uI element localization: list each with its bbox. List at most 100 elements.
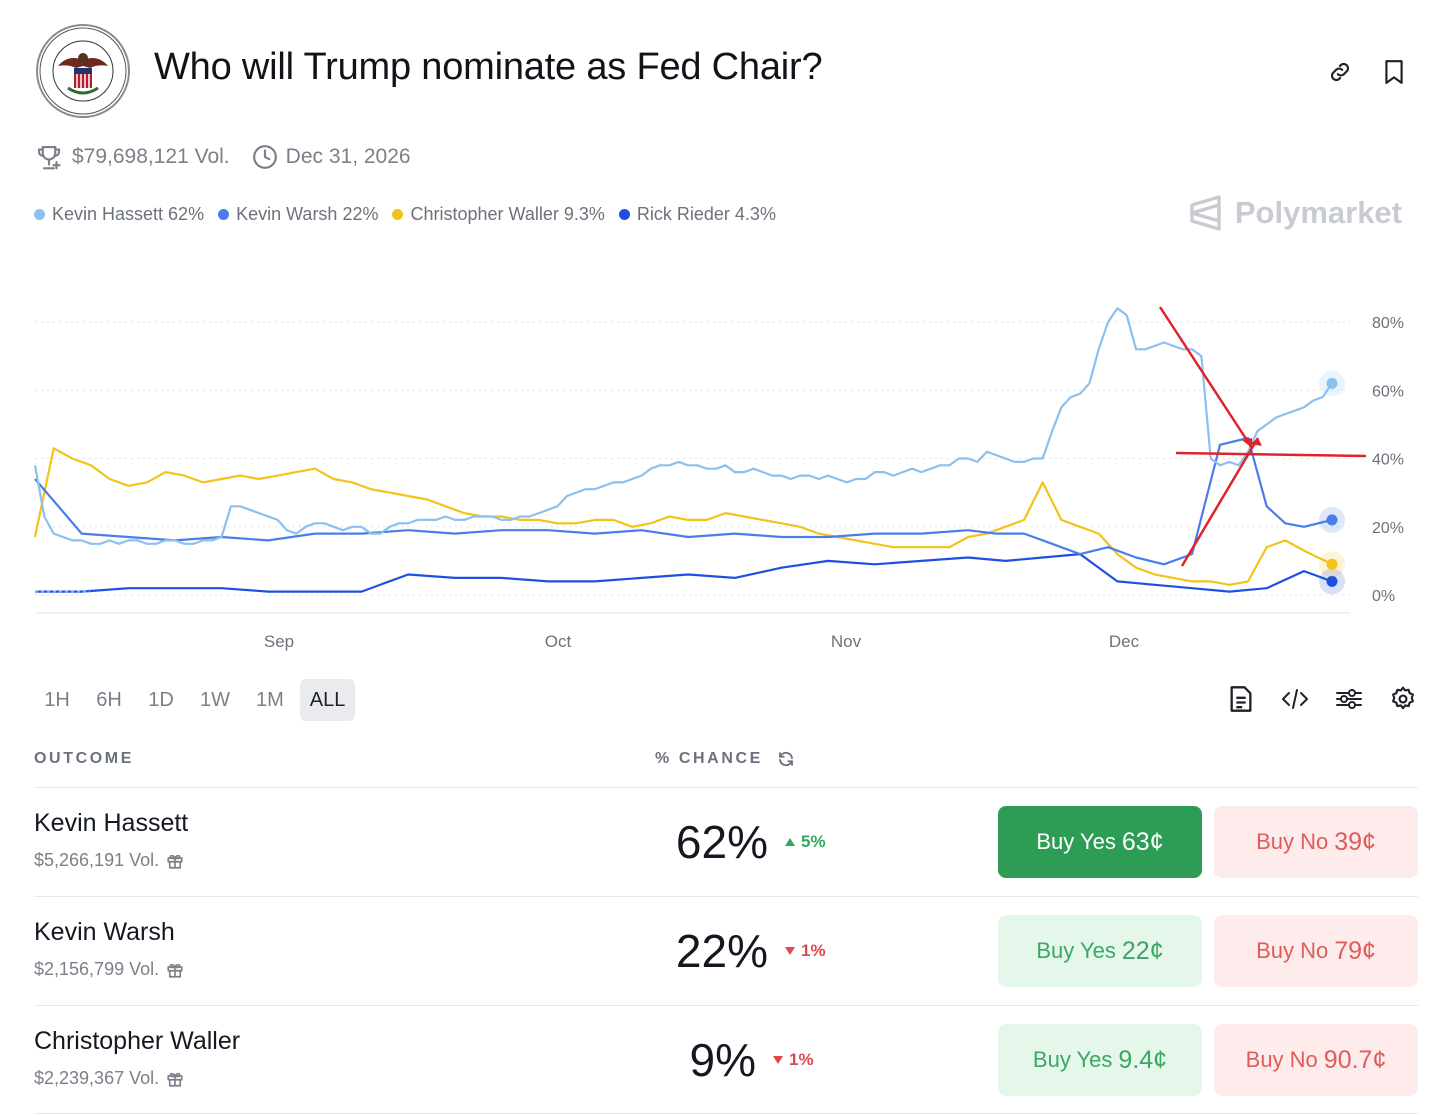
gift-icon [166,852,184,870]
legend-dot [618,209,630,220]
legend-label: Rick Rieder 4.3% [636,204,776,224]
buy-yes-price: 63¢ [1121,827,1164,856]
outcome-volume-text: $5,266,191 Vol. [34,850,160,870]
range-all[interactable]: ALL [299,679,356,721]
buy-yes-label: Buy Yes [1032,1047,1113,1072]
refresh-icon[interactable] [777,750,795,768]
series-line-christopher-waller [33,447,1333,586]
column-header-chance: % CHANCE [655,750,795,768]
chance-change-value: 1% [801,941,826,960]
gift-icon [166,961,184,979]
legend-dot [218,209,230,220]
y-tick-label: 0% [1372,588,1395,605]
range-1m[interactable]: 1M [256,688,284,711]
buy-no-button[interactable]: Buy No 79¢ [1214,915,1418,987]
time-range-selector: 1H 6H 1D 1W 1M ALL [34,679,356,721]
polymarket-watermark: Polymarket [1189,194,1402,232]
series-end-dot [1326,514,1338,526]
bookmark-icon[interactable] [1377,55,1411,89]
brand-name: Polymarket [1234,195,1402,230]
chart-legend: Kevin Hassett 62% Kevin Warsh 22% Christ… [34,204,776,225]
divider [34,787,1418,788]
buy-no-price: 39¢ [1334,827,1376,856]
annotation-line [1175,451,1367,458]
settings-gear-icon[interactable] [1386,680,1420,718]
triangle-down-icon [784,946,796,956]
clock-icon [252,144,278,170]
x-tick-label: Oct [545,632,572,651]
legend-label: Kevin Warsh 22% [236,204,379,224]
legend-dot [392,209,404,220]
trophy-icon [34,142,64,172]
buy-no-label: Buy No [1256,829,1329,854]
annotation-arrowhead [1250,438,1262,446]
buy-yes-button[interactable]: Buy Yes 22¢ [998,915,1202,987]
x-tick-label: Dec [1109,632,1140,651]
outcome-name: Kevin Warsh [34,918,175,946]
outcome-name: Kevin Hassett [34,809,189,837]
buy-yes-price: 22¢ [1121,936,1164,965]
legend-item: Kevin Hassett 62% [34,204,204,225]
buy-no-price: 79¢ [1334,936,1376,965]
outcome-chance: 62% [675,816,768,868]
range-1w[interactable]: 1W [200,688,230,711]
buy-yes-label: Buy Yes [1036,938,1116,963]
buy-no-button[interactable]: Buy No 39¢ [1214,806,1418,878]
rules-document-icon[interactable] [1224,680,1258,718]
table-row[interactable]: Christopher Waller $2,239,367 Vol. 9% 1% [0,1005,1444,1113]
buy-no-button[interactable]: Buy No 90.7¢ [1214,1024,1418,1096]
x-tick-label: Nov [831,632,862,651]
annotation-arrow [1158,306,1254,449]
buy-yes-button[interactable]: Buy Yes 63¢ [998,806,1202,878]
chance-change-value: 1% [789,1050,814,1069]
buy-yes-label: Buy Yes [1036,829,1116,854]
series-line-kevin-hassett [33,307,1333,545]
y-tick-label: 80% [1372,315,1404,332]
outcome-name: Christopher Waller [34,1027,241,1055]
buy-no-price: 90.7¢ [1323,1045,1387,1074]
outcome-volume: $5,266,191 Vol. [34,850,184,871]
total-volume: $79,698,121 Vol. [72,145,230,168]
buy-no-label: Buy No [1256,938,1329,963]
chart-filter-sliders-icon[interactable] [1332,680,1366,718]
legend-item: Rick Rieder 4.3% [618,204,776,225]
legend-item: Christopher Waller 9.3% [392,204,605,225]
market-meta: $79,698,121 Vol. Dec 31, 2026 [34,142,411,172]
column-header-outcome: OUTCOME [34,750,134,767]
legend-label: Kevin Hassett 62% [52,204,205,224]
embed-code-icon[interactable] [1278,680,1312,718]
x-tick-label: Sep [264,632,294,651]
end-date: Dec 31, 2026 [285,145,411,168]
table-row[interactable]: Kevin Hassett $5,266,191 Vol. 62% 5% [0,787,1444,895]
series-end-dot [1326,575,1338,587]
outcome-volume: $2,156,799 Vol. [34,959,184,980]
triangle-up-icon [784,837,796,847]
chance-change: 1% [772,1050,814,1070]
fed-seal-icon [39,27,127,115]
y-tick-label: 40% [1372,452,1404,469]
series-line-rick-rieder [35,553,1333,593]
divider [34,896,1418,897]
table-row[interactable]: Kevin Warsh $2,156,799 Vol. 22% 1% [0,896,1444,1004]
range-6h[interactable]: 6H [96,688,122,711]
outcome-volume: $2,239,367 Vol. [34,1068,184,1089]
annotation-arrow [1180,437,1260,567]
copy-link-icon[interactable] [1323,55,1357,89]
range-1h[interactable]: 1H [44,688,70,711]
y-tick-label: 60% [1372,383,1404,400]
outcome-volume-text: $2,156,799 Vol. [34,959,160,979]
series-line-kevin-warsh [34,436,1333,566]
divider [34,1113,1418,1114]
chance-change: 1% [784,941,826,961]
triangle-down-icon [772,1055,784,1065]
divider [34,1005,1418,1006]
outcome-chance: 22% [675,925,768,977]
buy-yes-button[interactable]: Buy Yes 9.4¢ [998,1024,1202,1096]
chart-tools [1224,680,1420,718]
buy-yes-price: 9.4¢ [1118,1045,1168,1074]
price-history-chart[interactable]: 80% 60% 40% 20% 0% Sep Oct Nov Dec [0,280,1444,660]
range-1d[interactable]: 1D [148,688,174,711]
legend-label: Christopher Waller 9.3% [410,204,605,224]
annotation-arrowhead [1242,438,1252,448]
legend-item: Kevin Warsh 22% [218,204,378,225]
